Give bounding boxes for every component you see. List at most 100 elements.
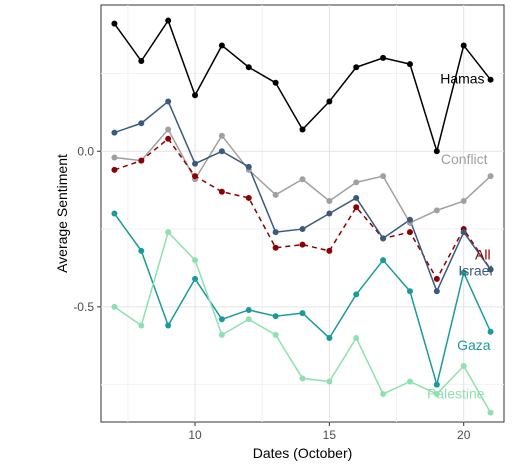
x-tick-label: 20	[457, 428, 471, 442]
x-axis-title: Dates (October)	[253, 445, 353, 461]
series-point	[111, 166, 118, 173]
series-point	[433, 381, 440, 388]
series-point	[138, 247, 145, 254]
series-point	[460, 198, 467, 205]
series-point	[111, 210, 118, 217]
y-tick-label: -0.5	[73, 300, 94, 314]
series-point	[299, 375, 306, 382]
series-point	[433, 288, 440, 295]
series-point	[111, 20, 118, 27]
series-point	[111, 303, 118, 310]
series-point	[326, 334, 333, 341]
series-point	[353, 194, 360, 201]
series-point	[272, 191, 279, 198]
series-point	[487, 328, 494, 335]
series-point	[353, 179, 360, 186]
series-point	[245, 316, 252, 323]
series-point	[299, 176, 306, 183]
series-point	[165, 135, 172, 142]
series-point	[460, 229, 467, 236]
series-point	[218, 148, 225, 155]
series-point	[460, 362, 467, 369]
series-point	[380, 173, 387, 180]
y-axis-title: Average Sentiment	[54, 154, 70, 273]
series-point	[165, 322, 172, 329]
series-point	[460, 42, 467, 49]
series-point	[487, 266, 494, 273]
series-point	[165, 126, 172, 133]
series-point	[406, 288, 413, 295]
x-tick-label: 10	[188, 428, 202, 442]
series-point	[192, 92, 199, 99]
series-point	[138, 322, 145, 329]
series-point	[165, 98, 172, 105]
series-point	[353, 291, 360, 298]
series-points	[111, 17, 494, 416]
series-point	[218, 42, 225, 49]
series-point	[218, 132, 225, 139]
series-point	[218, 316, 225, 323]
series-point	[487, 76, 494, 83]
y-tick-label: 0.0	[77, 144, 94, 158]
series-point	[380, 390, 387, 397]
series-point	[138, 58, 145, 65]
series-point	[433, 390, 440, 397]
series-point	[406, 378, 413, 385]
series-point	[433, 275, 440, 282]
series-point	[138, 157, 145, 164]
series-point	[245, 194, 252, 201]
series-point	[192, 275, 199, 282]
series-point	[218, 331, 225, 338]
x-tick-label: 15	[323, 428, 337, 442]
series-end-label: Palestine	[427, 386, 485, 402]
series-point	[299, 226, 306, 233]
series-point	[433, 148, 440, 155]
series-point	[165, 17, 172, 24]
series-point	[192, 160, 199, 167]
series-point	[380, 54, 387, 61]
series-point	[380, 235, 387, 242]
series-point	[353, 64, 360, 71]
series-point	[406, 61, 413, 68]
series-point	[326, 98, 333, 105]
axes: 10 15 20 -0.5 0.0	[73, 144, 470, 442]
series-point	[326, 247, 333, 254]
series-point	[487, 409, 494, 416]
series-point	[272, 244, 279, 251]
series-end-label: All	[475, 247, 491, 263]
series-end-label: Hamas	[440, 71, 484, 87]
series-point	[111, 154, 118, 161]
series-point	[433, 207, 440, 214]
series-point	[487, 173, 494, 180]
series-point	[353, 334, 360, 341]
series-end-label: Conflict	[441, 151, 488, 167]
series-point	[353, 204, 360, 211]
series-point	[326, 210, 333, 217]
series-point	[138, 120, 145, 127]
series-point	[192, 257, 199, 264]
series-point	[111, 129, 118, 136]
series-point	[272, 331, 279, 338]
series-point	[406, 216, 413, 223]
series-point	[245, 306, 252, 313]
series-point	[272, 79, 279, 86]
series-point	[326, 198, 333, 205]
series-point	[165, 229, 172, 236]
series-end-label: Israel	[458, 263, 492, 279]
series-point	[245, 163, 252, 170]
panel-background	[100, 4, 505, 423]
series-point	[460, 269, 467, 276]
series-point	[380, 257, 387, 264]
series-point	[299, 241, 306, 248]
series-point	[299, 310, 306, 317]
series-point	[245, 64, 252, 71]
series-point	[218, 188, 225, 195]
series-point	[406, 229, 413, 236]
series-point	[192, 173, 199, 180]
series-point	[326, 378, 333, 385]
series-point	[272, 229, 279, 236]
series-line	[114, 138, 492, 280]
